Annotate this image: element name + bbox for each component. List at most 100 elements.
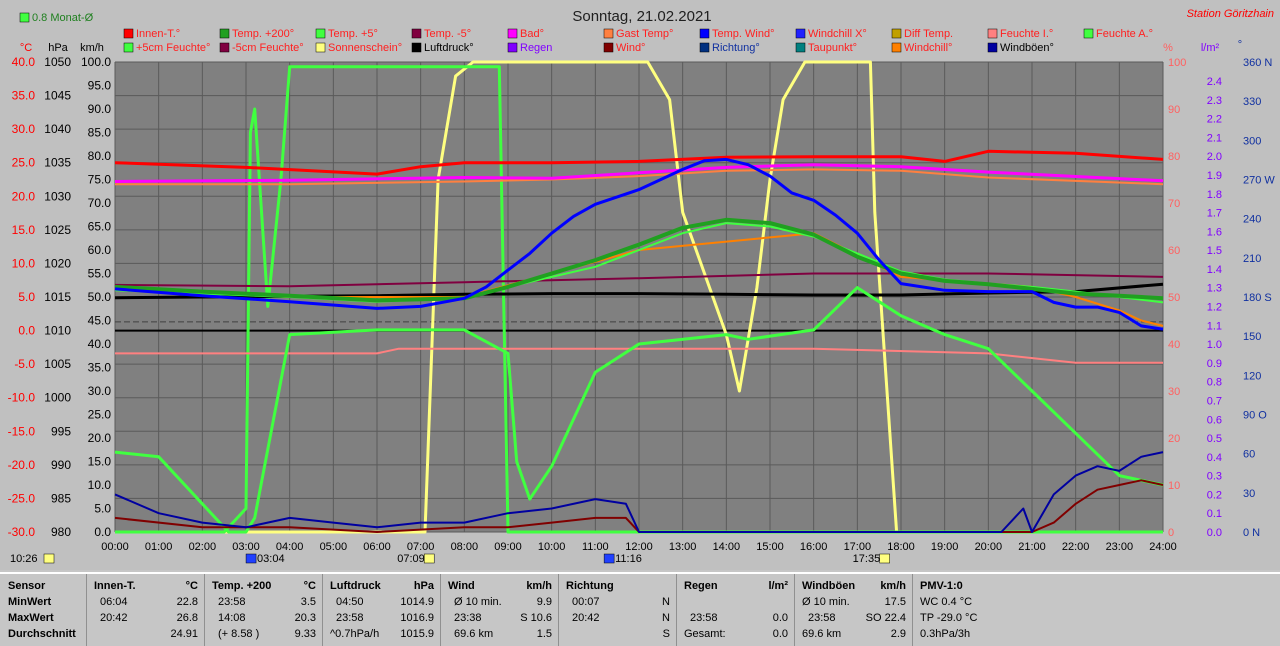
temp-tick-label: 35.0 xyxy=(12,89,36,103)
legend-swatch xyxy=(411,28,422,39)
kmh-axis-unit: km/h xyxy=(80,42,104,54)
legend-swatch xyxy=(507,42,518,53)
dir-tick-label: 210 xyxy=(1243,253,1261,265)
luft-min-time: 04:50 xyxy=(336,596,364,608)
legend-swatch xyxy=(219,28,230,39)
series-line-innen-t- xyxy=(114,149,1164,176)
legend-swatch xyxy=(603,42,614,53)
dir-axis-unit: ° xyxy=(1238,39,1242,51)
chart-title: Sonntag, 21.02.2021 xyxy=(572,8,711,25)
time-tick-label: 17:00 xyxy=(844,541,872,553)
legend-label: Regen xyxy=(520,42,552,54)
rain-tick-label: 0.1 xyxy=(1207,508,1222,520)
station-name: Station Göritzhain xyxy=(1187,8,1274,20)
stats-label-min: MinWert xyxy=(8,596,52,608)
innen-min-value: 22.8 xyxy=(176,596,198,608)
temp-tick-label: -25.0 xyxy=(8,491,36,505)
kmh-tick-label: 45.0 xyxy=(88,314,112,328)
kmh-tick-label: 70.0 xyxy=(88,196,112,210)
rain-tick-label: 0.0 xyxy=(1207,527,1222,539)
time-tick-label: 13:00 xyxy=(669,541,697,553)
regen-max-time: 23:58 xyxy=(690,612,718,624)
richtung-max-value: N xyxy=(662,612,670,624)
hpa-tick-label: 1015 xyxy=(44,290,71,304)
legend-label: Wind° xyxy=(616,42,645,54)
hpa-tick-label: 1020 xyxy=(44,256,71,270)
legend-swatch xyxy=(1083,28,1094,39)
statistics-table: Sensor MinWert MaxWert Durchschnitt Inne… xyxy=(0,572,1280,646)
temp-tick-label: 20.0 xyxy=(12,189,36,203)
time-tick-label: 12:00 xyxy=(625,541,653,553)
stats-hdr-luft: Luftdruck xyxy=(330,580,381,592)
marker-label-sunset: 17:35 xyxy=(853,553,881,565)
pct-tick-label: 100 xyxy=(1168,57,1186,69)
legend-swatch xyxy=(315,28,326,39)
rain-tick-label: 2.3 xyxy=(1207,95,1222,107)
stats-hdr-temp200: Temp. +200 xyxy=(212,580,272,592)
hpa-tick-label: 995 xyxy=(51,424,71,438)
rain-tick-label: 0.7 xyxy=(1207,395,1222,407)
boen-min-value: 17.5 xyxy=(884,596,906,608)
regen-total-label: Gesamt: xyxy=(684,628,726,640)
time-tick-label: 23:00 xyxy=(1106,541,1134,553)
temp-tick-label: 10.0 xyxy=(12,256,36,270)
legend-swatch xyxy=(603,28,614,39)
temp-axis-unit: °C xyxy=(20,42,32,54)
legend-label: Feuchte I.° xyxy=(1000,28,1053,40)
temp-tick-label: -5.0 xyxy=(14,357,35,371)
series-line-windb-en- xyxy=(114,451,1164,533)
rain-tick-label: 1.6 xyxy=(1207,226,1222,238)
wind-min-time: Ø 10 min. xyxy=(454,596,502,608)
boen-max-value: SO 22.4 xyxy=(865,612,906,624)
legend-label: Temp. +200° xyxy=(232,28,294,40)
legend-swatch xyxy=(123,28,134,39)
temp-tick-label: -10.0 xyxy=(8,391,36,405)
pct-tick-label: 20 xyxy=(1168,433,1180,445)
kmh-tick-label: 85.0 xyxy=(88,126,112,140)
pct-tick-label: 70 xyxy=(1168,198,1180,210)
pct-tick-label: 60 xyxy=(1168,245,1180,257)
stats-col-wind: Wind km/h Ø 10 min. 9.9 23:38 S 10.6 69.… xyxy=(442,574,559,646)
legend-swatch xyxy=(507,28,518,39)
kmh-tick-label: 20.0 xyxy=(88,431,112,445)
legend-swatch xyxy=(987,28,998,39)
kmh-tick-label: 55.0 xyxy=(88,267,112,281)
legend-swatch xyxy=(891,42,902,53)
luft-max-value: 1016.9 xyxy=(400,612,434,624)
hpa-tick-label: 990 xyxy=(51,458,71,472)
kmh-tick-label: 95.0 xyxy=(88,79,112,93)
legend-swatch xyxy=(891,28,902,39)
kmh-tick-label: 0.0 xyxy=(94,525,111,539)
hpa-axis-unit: hPa xyxy=(48,42,68,54)
legend-label: Temp. +5° xyxy=(328,28,378,40)
marker-icon-sunset xyxy=(879,553,890,564)
temp-tick-label: -20.0 xyxy=(8,458,36,472)
series-line-gast-temp- xyxy=(115,168,1164,186)
kmh-tick-label: 100.0 xyxy=(81,55,111,69)
rain-tick-label: 1.3 xyxy=(1207,283,1222,295)
time-tick-label: 21:00 xyxy=(1018,541,1046,553)
rain-tick-label: 2.2 xyxy=(1207,114,1222,126)
rain-tick-label: 1.1 xyxy=(1207,320,1222,332)
stats-unit-temp200: °C xyxy=(303,580,316,592)
temp-tick-label: -30.0 xyxy=(8,525,36,539)
kmh-tick-label: 60.0 xyxy=(88,243,112,257)
pct-tick-label: 80 xyxy=(1168,151,1180,163)
stats-unit-luft: hPa xyxy=(413,580,434,592)
boen-distance: 69.6 km xyxy=(802,628,842,640)
dir-tick-label: 60 xyxy=(1243,449,1255,461)
time-tick-label: 01:00 xyxy=(145,541,173,553)
legend-swatch xyxy=(411,42,422,53)
stats-col-pmv: PMV-1:0 WC 0.4 °C TP -29.0 °C 0.3hPa/3h xyxy=(914,574,1034,646)
hpa-tick-label: 1035 xyxy=(44,156,71,170)
legend-label: Richtung° xyxy=(712,42,760,54)
stats-label-avg: Durchschnitt xyxy=(8,628,76,640)
kmh-tick-label: 30.0 xyxy=(88,384,112,398)
legend-label: Feuchte A.° xyxy=(1096,28,1153,40)
luft-trend: ^0.7hPa/h xyxy=(330,628,380,640)
legend-label: Innen-T.° xyxy=(136,28,180,40)
legend-label: Temp. Wind° xyxy=(712,28,774,40)
richtung-min-value: N xyxy=(662,596,670,608)
legend-label: Luftdruck° xyxy=(424,42,474,54)
